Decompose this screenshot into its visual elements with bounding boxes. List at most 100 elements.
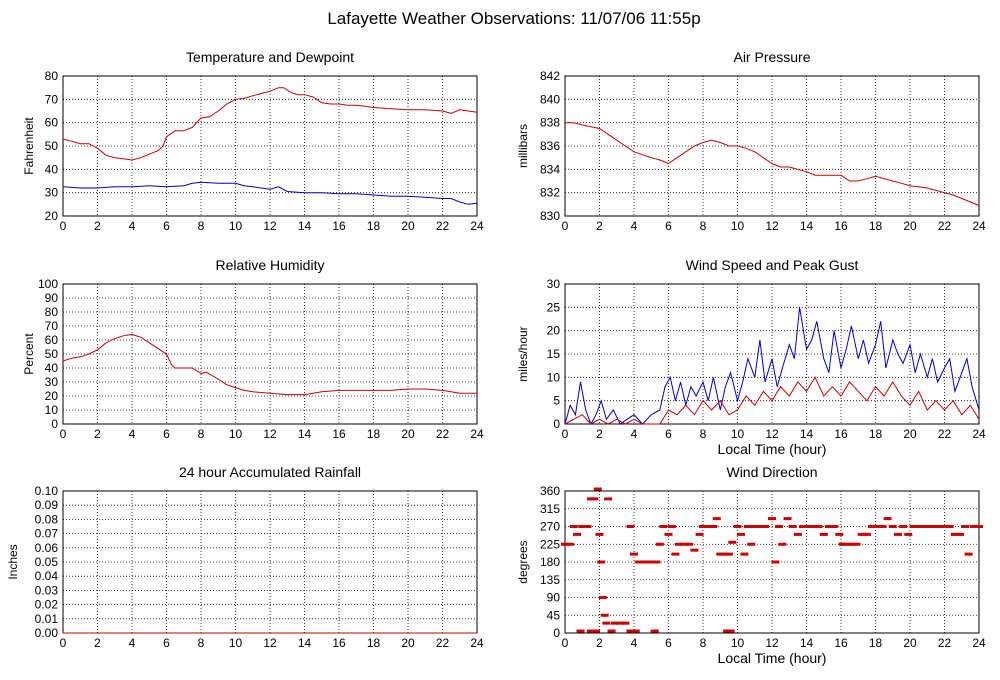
chart-title: Wind Direction bbox=[726, 464, 817, 480]
direction-point bbox=[674, 542, 683, 546]
direction-point bbox=[888, 525, 897, 528]
direction-point bbox=[604, 497, 613, 501]
y-tick-label: 225 bbox=[540, 537, 560, 551]
x-tick-label: 12 bbox=[765, 219, 779, 233]
direction-point bbox=[824, 525, 833, 528]
x-tick-label: 2 bbox=[94, 219, 101, 233]
x-tick-label: 2 bbox=[596, 636, 603, 650]
direction-point bbox=[635, 560, 644, 564]
x-tick-label: 12 bbox=[263, 427, 277, 441]
y-tick-label: 0.01 bbox=[35, 612, 59, 626]
y-tick-label: 20 bbox=[45, 209, 59, 223]
direction-point bbox=[602, 621, 611, 625]
direction-point bbox=[904, 532, 913, 536]
y-tick-label: 50 bbox=[45, 139, 59, 153]
x-tick-label: 14 bbox=[800, 219, 814, 233]
direction-point bbox=[621, 621, 630, 625]
y-axis-label: millibars bbox=[516, 124, 530, 168]
x-tick-label: 20 bbox=[903, 219, 917, 233]
direction-point bbox=[945, 525, 954, 528]
x-tick-label: 2 bbox=[94, 427, 101, 441]
direction-point bbox=[593, 487, 602, 491]
x-tick-label: 16 bbox=[332, 636, 346, 650]
x-tick-label: 16 bbox=[332, 219, 346, 233]
direction-point bbox=[975, 525, 983, 528]
x-tick-label: 16 bbox=[332, 427, 346, 441]
direction-point bbox=[899, 525, 908, 528]
direction-point bbox=[878, 525, 887, 528]
x-tick-label: 8 bbox=[198, 636, 205, 650]
direction-point bbox=[733, 525, 742, 528]
direction-point bbox=[690, 548, 699, 552]
y-tick-label: 840 bbox=[540, 92, 560, 106]
x-tick-label: 14 bbox=[298, 636, 312, 650]
x-tick-label: 24 bbox=[972, 427, 986, 441]
x-tick-label: 14 bbox=[298, 427, 312, 441]
x-tick-label: 22 bbox=[436, 427, 450, 441]
direction-point bbox=[788, 525, 797, 528]
chart-title: Temperature and Dewpoint bbox=[186, 49, 354, 65]
x-tick-label: 4 bbox=[129, 636, 136, 650]
x-tick-label: 8 bbox=[700, 427, 707, 441]
x-tick-label: 18 bbox=[367, 636, 381, 650]
y-axis-label: Fahrenheit bbox=[22, 117, 36, 175]
series-line-1 bbox=[62, 181, 478, 205]
x-tick-label: 22 bbox=[436, 219, 450, 233]
y-tick-label: 15 bbox=[547, 347, 561, 361]
y-tick-label: 315 bbox=[540, 502, 560, 516]
direction-point bbox=[852, 542, 861, 546]
direction-point bbox=[586, 629, 595, 633]
y-tick-label: 0.00 bbox=[35, 626, 59, 640]
y-tick-label: 832 bbox=[540, 186, 560, 200]
page-title: Lafayette Weather Observations: 11/07/06… bbox=[327, 9, 700, 28]
direction-point bbox=[935, 525, 944, 528]
direction-point bbox=[940, 525, 949, 528]
direction-point bbox=[728, 540, 737, 544]
x-tick-label: 6 bbox=[665, 427, 672, 441]
y-tick-label: 834 bbox=[540, 162, 560, 176]
direction-point bbox=[740, 552, 749, 556]
x-tick-label: 0 bbox=[60, 427, 67, 441]
x-tick-label: 20 bbox=[401, 636, 415, 650]
x-tick-label: 8 bbox=[700, 636, 707, 650]
x-tick-label: 0 bbox=[60, 219, 67, 233]
direction-point bbox=[793, 532, 802, 536]
direction-point bbox=[650, 629, 659, 633]
chart-title: Air Pressure bbox=[733, 49, 810, 65]
y-tick-label: 45 bbox=[547, 608, 561, 622]
direction-point bbox=[655, 542, 664, 546]
y-tick-label: 0 bbox=[553, 626, 560, 640]
x-tick-label: 10 bbox=[229, 219, 243, 233]
x-tick-label: 24 bbox=[470, 636, 484, 650]
x-tick-label: 24 bbox=[470, 219, 484, 233]
x-tick-label: 22 bbox=[938, 636, 952, 650]
y-axis-label: Percent bbox=[22, 333, 36, 375]
x-tick-label: 10 bbox=[731, 636, 745, 650]
x-tick-label: 12 bbox=[765, 636, 779, 650]
x-tick-label: 4 bbox=[631, 219, 638, 233]
y-tick-label: 0.08 bbox=[35, 512, 59, 526]
chart-title: 24 hour Accumulated Rainfall bbox=[179, 464, 361, 480]
direction-point bbox=[626, 629, 635, 633]
chart-title: Relative Humidity bbox=[216, 257, 325, 273]
x-tick-label: 8 bbox=[198, 427, 205, 441]
y-tick-label: 80 bbox=[45, 305, 59, 319]
y-tick-label: 60 bbox=[45, 116, 59, 130]
direction-point bbox=[576, 629, 585, 633]
y-tick-label: 842 bbox=[540, 69, 560, 83]
direction-point bbox=[736, 532, 745, 536]
direction-point bbox=[726, 629, 735, 633]
direction-point bbox=[607, 629, 616, 633]
direction-point bbox=[592, 629, 601, 633]
direction-point bbox=[680, 542, 689, 546]
direction-point bbox=[809, 525, 818, 528]
x-tick-label: 14 bbox=[800, 427, 814, 441]
direction-point bbox=[804, 525, 813, 528]
direction-point bbox=[755, 525, 764, 528]
x-tick-label: 18 bbox=[869, 219, 883, 233]
y-tick-label: 80 bbox=[45, 69, 59, 83]
direction-point bbox=[667, 525, 676, 528]
